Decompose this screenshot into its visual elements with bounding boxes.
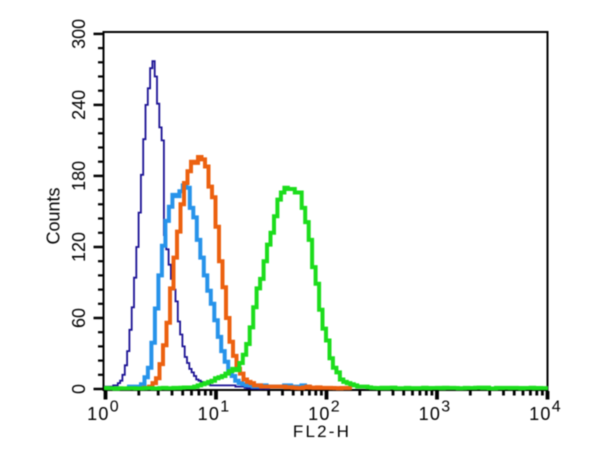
svg-text:0: 0 [69,384,89,394]
svg-text:120: 120 [69,232,89,262]
svg-text:180: 180 [69,161,89,191]
svg-text:240: 240 [69,90,89,120]
svg-text:FL2-H: FL2-H [293,422,351,441]
svg-text:60: 60 [69,308,89,328]
svg-text:Counts: Counts [44,187,64,244]
svg-text:300: 300 [69,19,89,49]
